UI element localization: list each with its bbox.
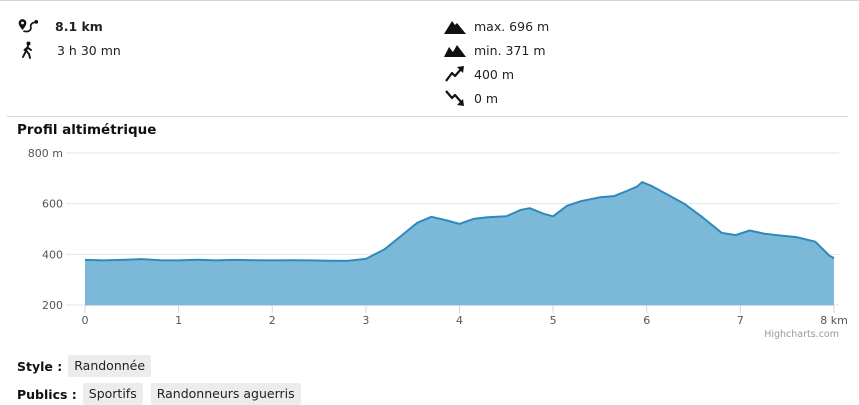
duration-value: 3 h 30 mn [57, 42, 121, 58]
publics-row: Publics : Sportifs Randonneurs aguerris [17, 383, 305, 405]
max-altitude-stat: max. 696 m [444, 16, 549, 36]
distance-stat: 8.1 km [17, 16, 103, 36]
publics-tag: Sportifs [82, 383, 143, 405]
x-tick-label: 4 [456, 314, 463, 327]
x-tick-label: 2 [269, 314, 276, 327]
descent-value: 0 m [474, 90, 499, 106]
descent-stat: 0 m [444, 88, 498, 108]
elevation-profile-chart: 0 1 2 3 4 5 6 7 8 km 200 400 600 800 m Highcharts.c… [28, 147, 848, 340]
x-tick-label: 8 km [820, 314, 848, 327]
y-tick-label: 600 [42, 198, 63, 211]
elevation-area [85, 182, 834, 305]
publics-tag: Randonneurs aguerris [150, 383, 301, 405]
distance-value: 8.1 km [55, 18, 103, 34]
y-tick-label: 400 [42, 248, 63, 261]
mountain-range-icon [444, 41, 466, 59]
min-altitude-value: min. 371 m [474, 42, 546, 58]
x-tick-label: 6 [643, 314, 650, 327]
ascent-value: 400 m [474, 66, 515, 82]
highcharts-credit[interactable]: Highcharts.com [764, 329, 839, 340]
x-tick-label: 3 [362, 314, 369, 327]
style-tag: Randonnée [68, 355, 152, 377]
hiker-icon [17, 41, 39, 59]
ascent-stat: 400 m [444, 64, 514, 84]
max-altitude-value: max. 696 m [474, 18, 550, 34]
duration-stat: 3 h 30 mn [17, 40, 121, 60]
style-label: Style : [17, 358, 63, 374]
y-tick-label: 200 [42, 299, 63, 312]
section-divider [7, 116, 848, 117]
x-tick-label: 5 [550, 314, 557, 327]
min-altitude-stat: min. 371 m [444, 40, 546, 60]
ascent-arrow-icon [444, 65, 466, 83]
descent-arrow-icon [444, 89, 466, 107]
route-pin-icon [17, 17, 39, 35]
profile-title: Profil altimétrique [17, 122, 157, 138]
publics-label: Publics : [17, 386, 77, 402]
top-divider [0, 0, 859, 1]
style-row: Style : Randonnée [17, 355, 155, 377]
x-tick-label: 0 [82, 314, 89, 327]
x-tick-label: 7 [737, 314, 744, 327]
x-tick-label: 1 [175, 314, 182, 327]
y-tick-label: 800 m [28, 147, 63, 160]
mountain-peak-icon [444, 17, 466, 35]
elevation-line [84, 181, 835, 262]
